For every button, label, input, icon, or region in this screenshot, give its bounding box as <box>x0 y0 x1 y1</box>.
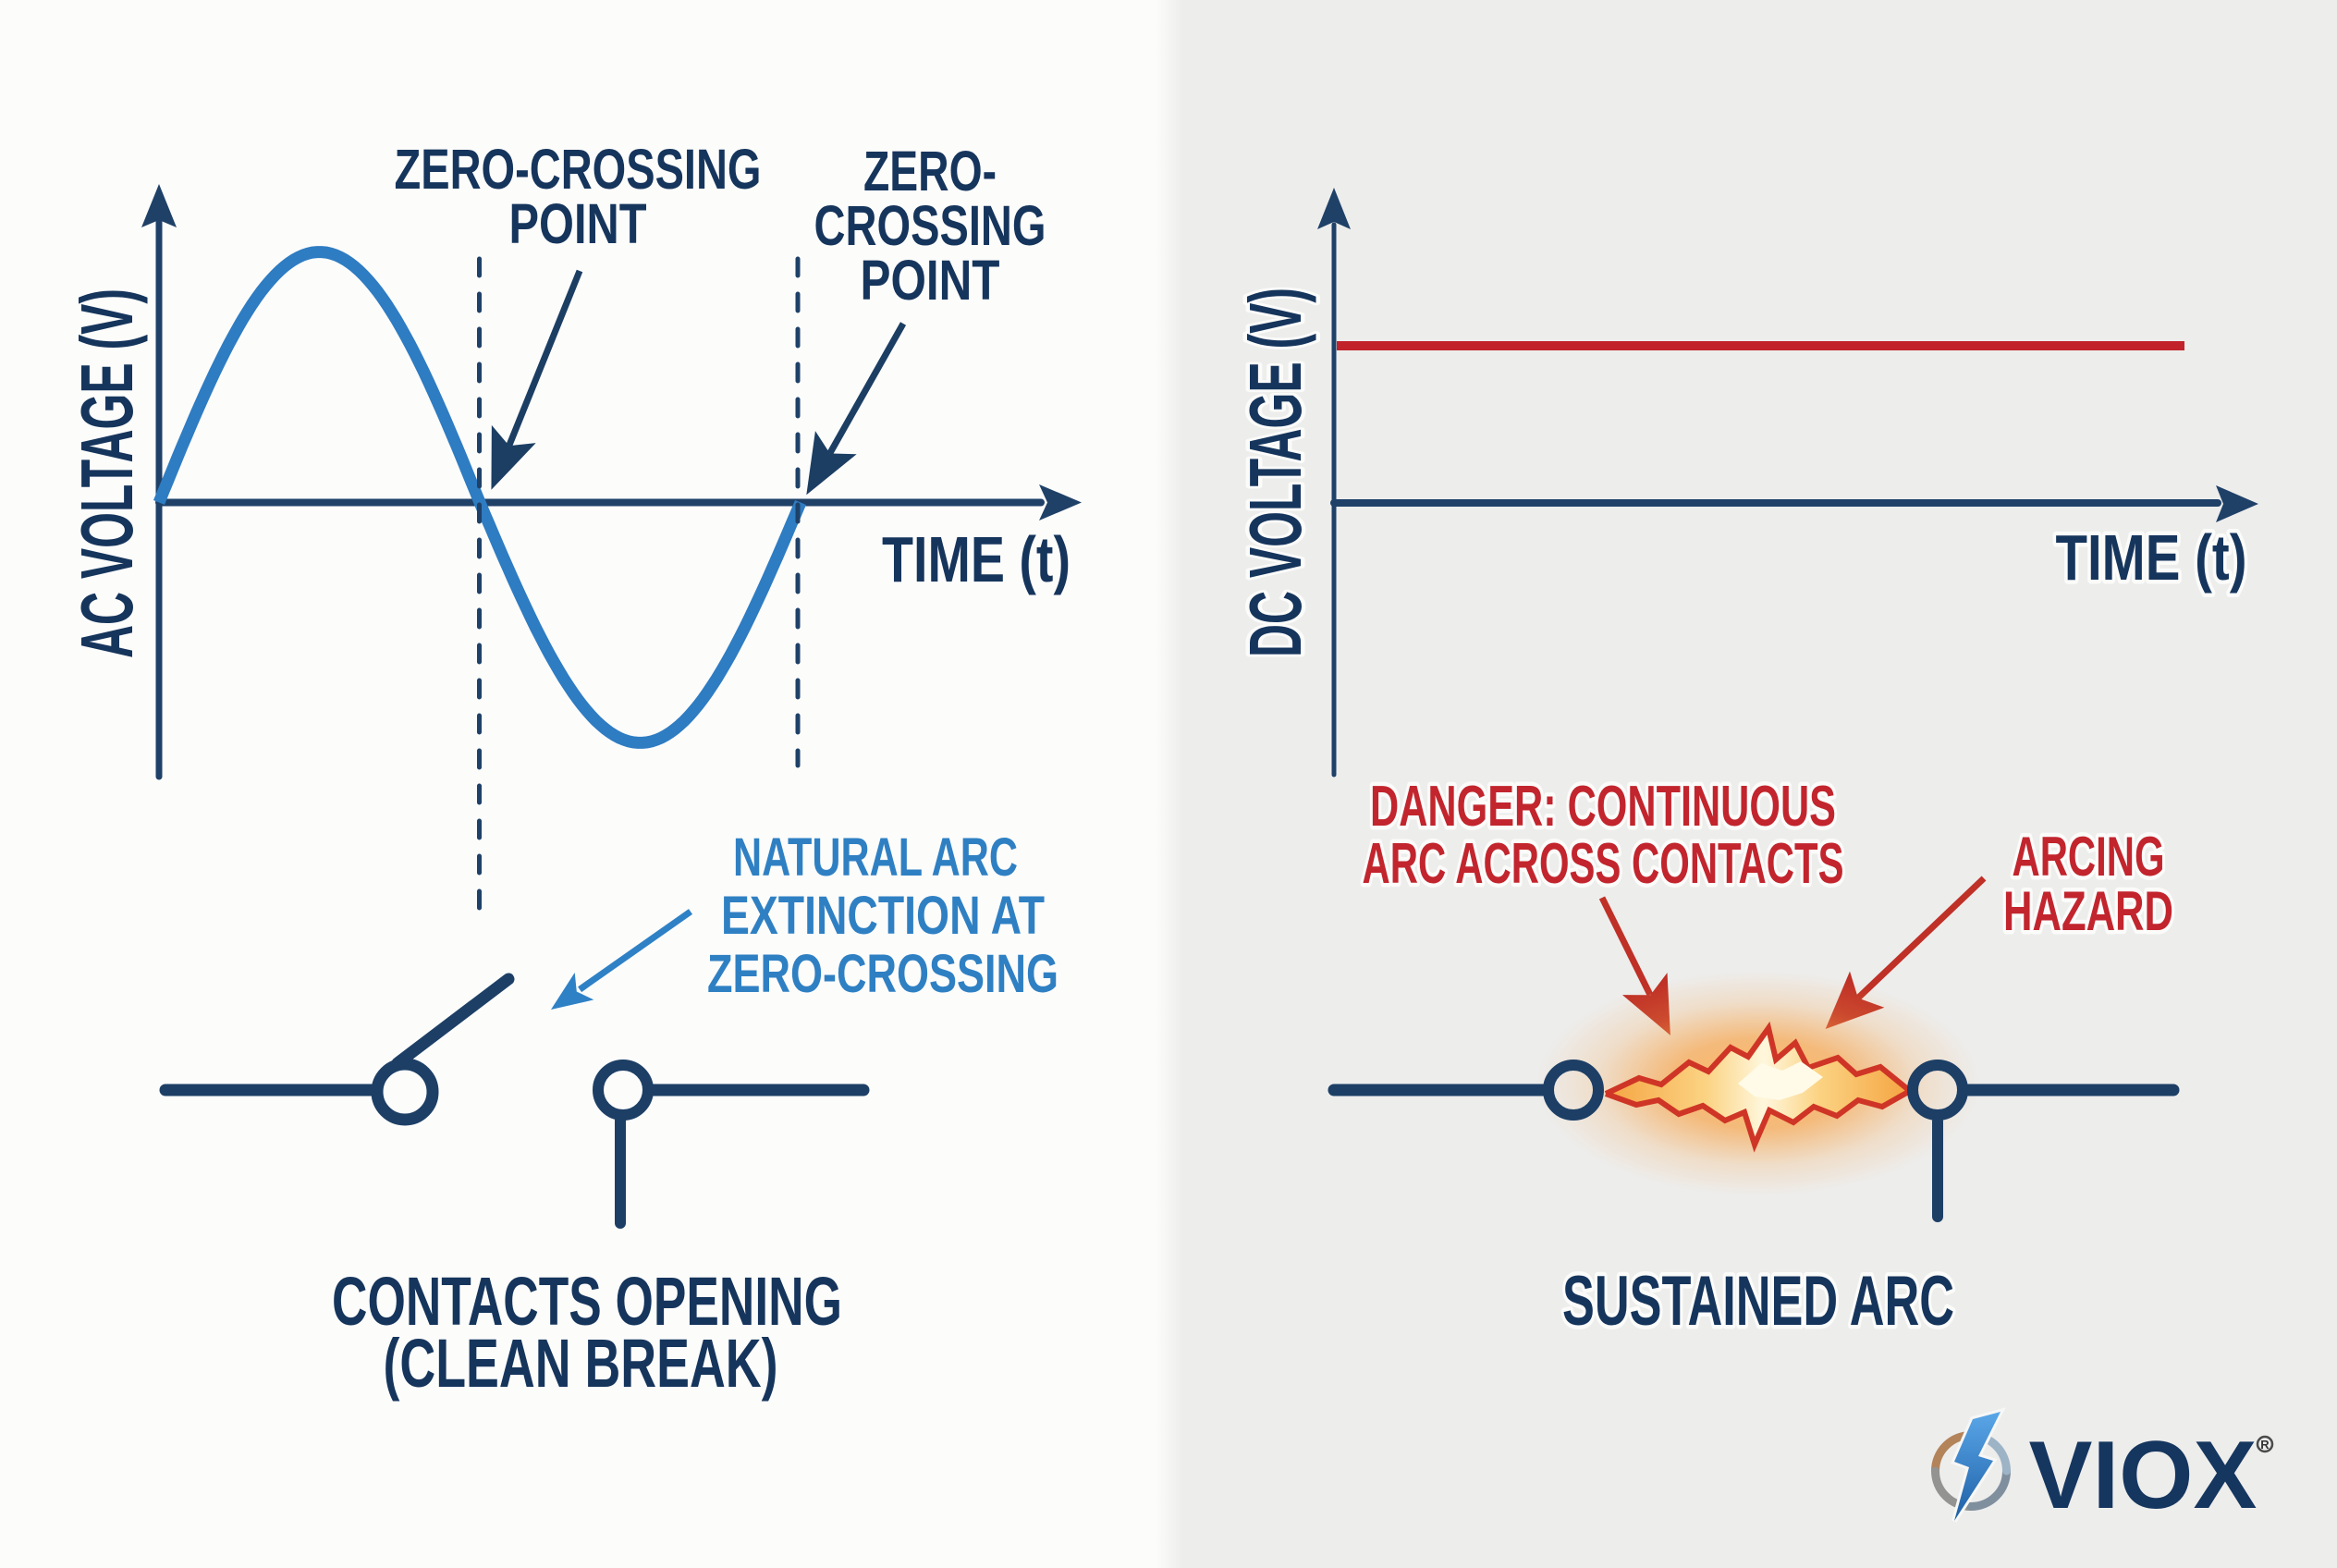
svg-text:ZERO-CROSSING: ZERO-CROSSING <box>707 944 1058 1004</box>
svg-text:ARC ACROSS CONTACTS: ARC ACROSS CONTACTS <box>1363 832 1844 896</box>
svg-text:VIOX: VIOX <box>2029 1422 2257 1529</box>
svg-text:NATURAL ARC: NATURAL ARC <box>733 827 1018 888</box>
svg-text:DANGER: CONTINUOUS: DANGER: CONTINUOUS <box>1370 775 1836 839</box>
svg-text:POINT: POINT <box>509 192 647 255</box>
svg-text:ZERO-CROSSING: ZERO-CROSSING <box>395 138 762 201</box>
svg-text:CONTACTS OPENING: CONTACTS OPENING <box>332 1263 842 1340</box>
svg-text:SUSTAINED ARC: SUSTAINED ARC <box>1562 1262 1954 1341</box>
svg-text:AC VOLTAGE (V): AC VOLTAGE (V) <box>66 288 148 658</box>
svg-text:TIME (t): TIME (t) <box>2056 521 2247 594</box>
svg-text:ZERO-: ZERO- <box>863 140 997 202</box>
svg-text:HAZARD: HAZARD <box>2003 880 2173 942</box>
svg-text:(CLEAN BREAK): (CLEAN BREAK) <box>384 1325 778 1402</box>
svg-text:DC VOLTAGE (V): DC VOLTAGE (V) <box>1234 288 1316 657</box>
svg-text:EXTINCTION AT: EXTINCTION AT <box>721 886 1045 946</box>
svg-text:POINT: POINT <box>861 249 1000 312</box>
svg-text:ARCING: ARCING <box>2013 826 2165 888</box>
svg-text:R: R <box>2260 1438 2270 1452</box>
svg-text:TIME (t): TIME (t) <box>882 523 1071 595</box>
svg-text:CROSSING: CROSSING <box>814 194 1046 257</box>
